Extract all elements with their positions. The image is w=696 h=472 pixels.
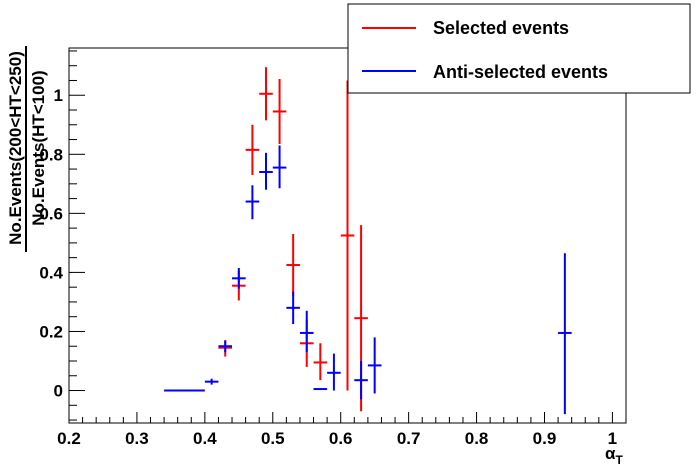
data-point (286, 291, 300, 325)
y-axis-title: No.Events(200<HT<250) No.Events(HT<100) (6, 46, 48, 252)
x-axis-ticks (68, 412, 627, 423)
y-tick-label: 0.4 (39, 263, 63, 282)
x-tick-label: 0.9 (533, 429, 557, 448)
data-point (558, 253, 572, 415)
data-point (259, 67, 273, 121)
y-tick-label: 0.8 (39, 145, 63, 164)
x-axis-title-subscript: T (615, 453, 623, 467)
x-tick-label: 0.2 (57, 429, 81, 448)
x-tick-label: 0.4 (193, 429, 217, 448)
y-tick-label: 0 (54, 382, 63, 401)
data-point (218, 340, 233, 353)
legend-label-anti-selected: Anti-selected events (433, 62, 608, 82)
data-point (286, 234, 300, 297)
y-axis-ticks (69, 50, 85, 421)
series-anti-selected (164, 145, 572, 415)
data-point (204, 378, 219, 385)
series-layer (164, 67, 572, 415)
data-point (259, 152, 273, 190)
data-point (245, 124, 260, 175)
y-tick-label: 0.2 (39, 322, 63, 341)
y-tick-label: 1 (54, 86, 63, 105)
data-point (232, 267, 246, 289)
data-point (340, 80, 355, 391)
data-point (327, 353, 341, 391)
data-point (299, 310, 314, 353)
x-axis-tick-labels: 0.2 0.3 0.4 0.5 0.6 0.7 0.8 0.9 1 (57, 429, 617, 448)
legend: Selected events Anti-selected events (347, 3, 691, 94)
data-point (245, 185, 260, 220)
x-tick-label: 1 (608, 429, 617, 448)
series-selected (218, 67, 368, 412)
y-tick-label: 0.6 (39, 204, 63, 223)
legend-label-selected: Selected events (433, 18, 569, 38)
data-point (272, 145, 287, 189)
x-tick-label: 0.6 (329, 429, 353, 448)
y-axis-tick-labels: 0 0.2 0.4 0.6 0.8 1 (39, 86, 63, 400)
data-point (313, 343, 328, 381)
x-axis-title: αT (605, 444, 623, 467)
data-point (354, 360, 368, 400)
x-tick-label: 0.7 (397, 429, 421, 448)
legend-box (347, 3, 691, 94)
y-axis-title-denominator: No.Events(HT<100) (29, 70, 48, 225)
data-point (367, 337, 382, 394)
data-point (272, 79, 287, 144)
x-tick-label: 0.3 (125, 429, 149, 448)
y-axis-title-numerator: No.Events(200<HT<250) (6, 51, 25, 245)
x-tick-label: 0.8 (465, 429, 489, 448)
x-axis-title-main: α (605, 444, 616, 463)
x-tick-label: 0.5 (261, 429, 285, 448)
